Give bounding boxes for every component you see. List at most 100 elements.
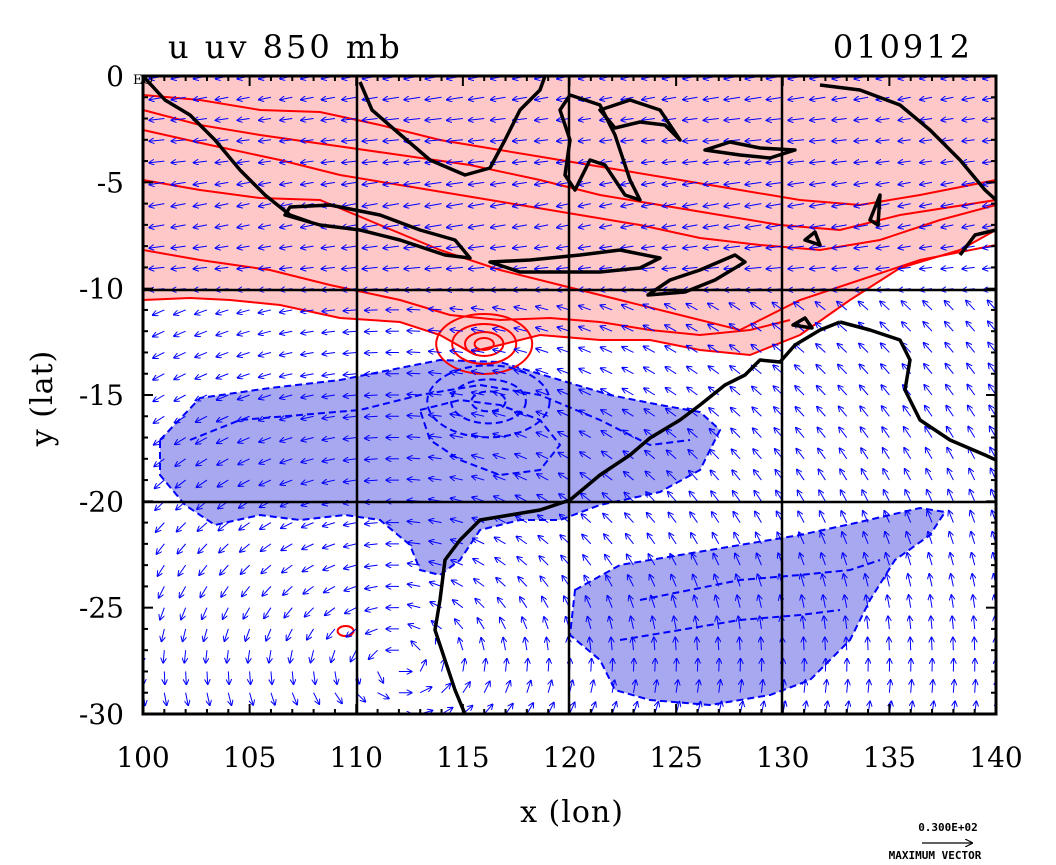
wind-vector: [927, 511, 933, 523]
wind-vector: [920, 182, 933, 184]
wind-vector: [481, 638, 484, 651]
wind-vector: [280, 438, 293, 442]
wind-vector: [905, 490, 912, 502]
wind-vector: [733, 491, 741, 502]
wind-vector: [216, 119, 229, 121]
wind-vector: [452, 580, 464, 587]
wind-vector: [665, 304, 677, 311]
wind-vector: [506, 659, 507, 672]
wind-vector: [363, 267, 378, 269]
wind-vector: [799, 532, 805, 545]
wind-vector: [301, 119, 314, 121]
wind-vector: [794, 302, 805, 311]
wind-vector: [885, 532, 890, 545]
wind-vector: [632, 638, 633, 651]
wind-vector: [426, 182, 442, 184]
wind-vector: [582, 514, 592, 523]
wind-vector: [484, 659, 486, 672]
wind-vector: [970, 511, 976, 523]
wind-vector: [542, 597, 549, 608]
wind-vector: [558, 348, 570, 353]
wind-vector: [228, 692, 231, 705]
wind-vector: [280, 225, 293, 228]
wind-vector: [469, 119, 485, 121]
wind-vector: [724, 140, 741, 141]
wind-vector: [855, 267, 869, 269]
wind-vector: [522, 617, 528, 630]
wind-vector: [207, 692, 210, 705]
wind-vector: [494, 476, 506, 481]
wind-vector: [625, 513, 634, 523]
wind-vector: [323, 564, 336, 570]
wind-vector: [663, 204, 677, 207]
wind-vector: [745, 246, 762, 248]
wind-vector: [535, 140, 549, 141]
wind-vector: [663, 140, 677, 141]
wind-vector: [301, 182, 314, 184]
wind-vector: [447, 267, 463, 269]
wind-vector: [557, 140, 570, 141]
wind-vector: [845, 616, 847, 629]
wind-vector: [149, 225, 165, 228]
wind-vector: [704, 225, 719, 228]
wind-vector: [666, 430, 677, 438]
wind-vector: [941, 161, 954, 163]
wind-vector: [708, 345, 720, 353]
wind-vector: [450, 393, 463, 395]
wind-vector: [172, 204, 186, 207]
wind-vector: [280, 374, 293, 377]
wind-vector: [223, 607, 229, 619]
y-tick-label: -15: [79, 379, 124, 412]
wind-vector: [537, 495, 549, 502]
wind-vector: [536, 370, 549, 375]
wind-vector: [579, 140, 591, 141]
wind-vector: [195, 352, 208, 357]
wind-vector: [752, 387, 762, 396]
wind-vector: [631, 617, 634, 630]
wind-vector: [663, 225, 677, 228]
wind-vector: [429, 351, 442, 352]
wind-vector: [322, 140, 335, 141]
wind-vector: [491, 97, 506, 99]
wind-vector: [860, 406, 869, 417]
wind-vector: [628, 575, 634, 587]
wind-vector: [730, 324, 741, 332]
wind-vector: [801, 574, 804, 587]
wind-vector: [602, 431, 613, 438]
coast-halmahera: [703, 140, 797, 160]
wind-vector: [307, 628, 315, 640]
wind-vector: [323, 416, 336, 418]
wind-vector: [683, 182, 698, 184]
wind-vector: [557, 267, 570, 269]
wind-vector: [846, 638, 847, 651]
wind-vector: [687, 346, 698, 353]
wind-vector: [663, 97, 677, 99]
wind-vector: [623, 430, 634, 438]
wind-vector: [797, 470, 805, 481]
wind-vector: [974, 616, 975, 629]
wind-vector: [143, 352, 144, 354]
wind-vector: [238, 267, 250, 269]
wind-vector: [601, 347, 613, 353]
wind-vector: [579, 348, 592, 353]
wind-vector: [642, 267, 655, 269]
wind-vector: [302, 543, 314, 549]
wind-vector: [644, 409, 656, 417]
wind-vector: [250, 692, 253, 705]
wind-vector: [788, 140, 805, 141]
wind-vector: [810, 161, 826, 163]
wind-vector: [429, 478, 442, 480]
wind-vector: [907, 532, 912, 545]
wind-vector: [731, 387, 741, 396]
wind-vector: [758, 574, 762, 587]
wind-vector: [291, 692, 297, 705]
wind-vector: [904, 448, 912, 460]
wind-vector: [666, 388, 677, 396]
wind-vector: [624, 472, 634, 481]
wind-vector: [761, 680, 762, 693]
wind-vector: [745, 140, 762, 141]
wind-vector: [515, 433, 528, 439]
wind-vector: [730, 345, 741, 353]
wind-vector: [899, 225, 911, 228]
wind-vector: [225, 628, 229, 641]
